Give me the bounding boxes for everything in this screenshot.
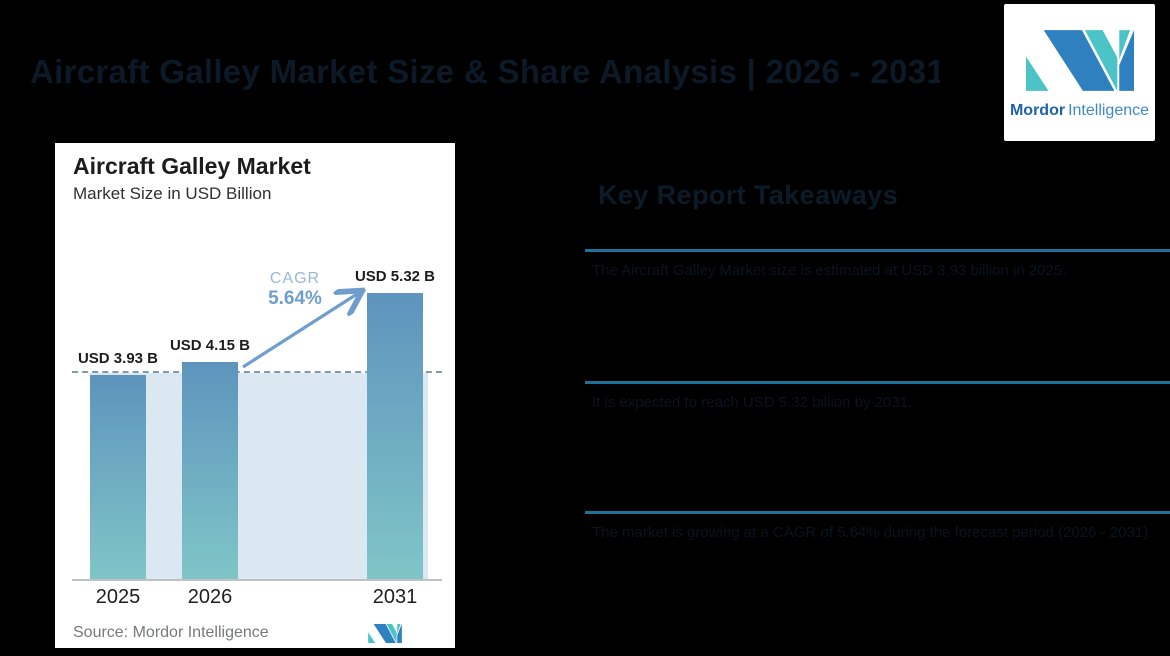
source-value: Mordor Intelligence xyxy=(132,624,269,641)
takeaway-item: It is expected to reach USD 5.32 billion… xyxy=(592,394,913,411)
takeaway-section-3: The market is growing at a CAGR of 5.64%… xyxy=(585,511,1170,541)
year-label-2031: 2031 xyxy=(372,586,418,608)
cagr-annotation: CAGR 5.64% xyxy=(253,270,337,310)
brand-name-light: Intelligence xyxy=(1068,102,1150,119)
growth-arrow-icon xyxy=(242,281,371,369)
takeaways-heading: Key Report Takeaways xyxy=(598,180,899,210)
year-label-2026: 2026 xyxy=(187,586,233,608)
mordor-intelligence-logo-icon xyxy=(1025,30,1134,91)
takeaway-section-1: The Aircraft Galley Market size is estim… xyxy=(585,249,1170,279)
source-line: Source: Mordor Intelligence xyxy=(73,624,269,642)
dashed-baseline xyxy=(72,371,442,373)
year-label-2025: 2025 xyxy=(95,586,141,608)
chart-subtitle: Market Size in USD Billion xyxy=(73,184,272,203)
source-label: Source: xyxy=(73,624,129,641)
takeaway-item: The market is growing at a CAGR of 5.64%… xyxy=(592,524,1153,541)
takeaway-item: The Aircraft Galley Market size is estim… xyxy=(592,262,1067,279)
bar-value-label-2031: USD 5.32 B xyxy=(354,268,436,285)
cagr-value: 5.64% xyxy=(268,288,322,310)
chart-title: Aircraft Galley Market xyxy=(73,153,311,179)
chart-card: Aircraft Galley Market Market Size in US… xyxy=(55,143,455,648)
bar-2031 xyxy=(367,293,423,579)
bar-value-label-2025: USD 3.93 B xyxy=(77,350,159,367)
brand-name: Mordor Intelligence xyxy=(1004,102,1155,120)
bar-2026 xyxy=(182,362,238,579)
x-axis-line xyxy=(72,579,442,581)
cagr-label: CAGR xyxy=(269,270,321,287)
mi-logo-small-icon xyxy=(368,624,402,643)
page-title: Aircraft Galley Market Size & Share Anal… xyxy=(30,53,940,90)
brand-logo-box: Mordor Intelligence xyxy=(1004,4,1155,141)
brand-name-bold: Mordor xyxy=(1009,102,1066,119)
bar-value-label-2026: USD 4.15 B xyxy=(169,337,251,354)
takeaway-section-2: It is expected to reach USD 5.32 billion… xyxy=(585,381,1170,411)
bar-2025 xyxy=(90,375,146,579)
